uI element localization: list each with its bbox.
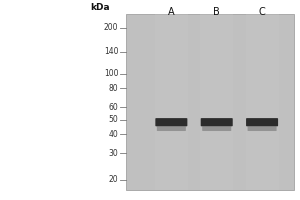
FancyBboxPatch shape [248,126,277,131]
FancyBboxPatch shape [155,118,188,126]
Text: kDa: kDa [90,3,110,12]
FancyBboxPatch shape [202,126,231,131]
FancyBboxPatch shape [157,126,186,131]
FancyBboxPatch shape [201,118,233,126]
Text: 100: 100 [104,69,118,78]
FancyBboxPatch shape [246,118,278,126]
Bar [200,14,233,190]
Text: A: A [168,7,175,17]
Text: 140: 140 [104,47,118,56]
Bar [246,14,279,190]
Text: B: B [213,7,220,17]
Text: 80: 80 [109,84,118,93]
Text: 200: 200 [104,23,118,32]
Text: 50: 50 [109,115,118,124]
Text: 20: 20 [109,176,118,184]
Bar [126,14,294,190]
Text: 40: 40 [109,130,118,139]
Text: 30: 30 [109,149,118,158]
Bar [155,14,188,190]
Text: 60: 60 [109,103,118,112]
Text: C: C [259,7,266,17]
